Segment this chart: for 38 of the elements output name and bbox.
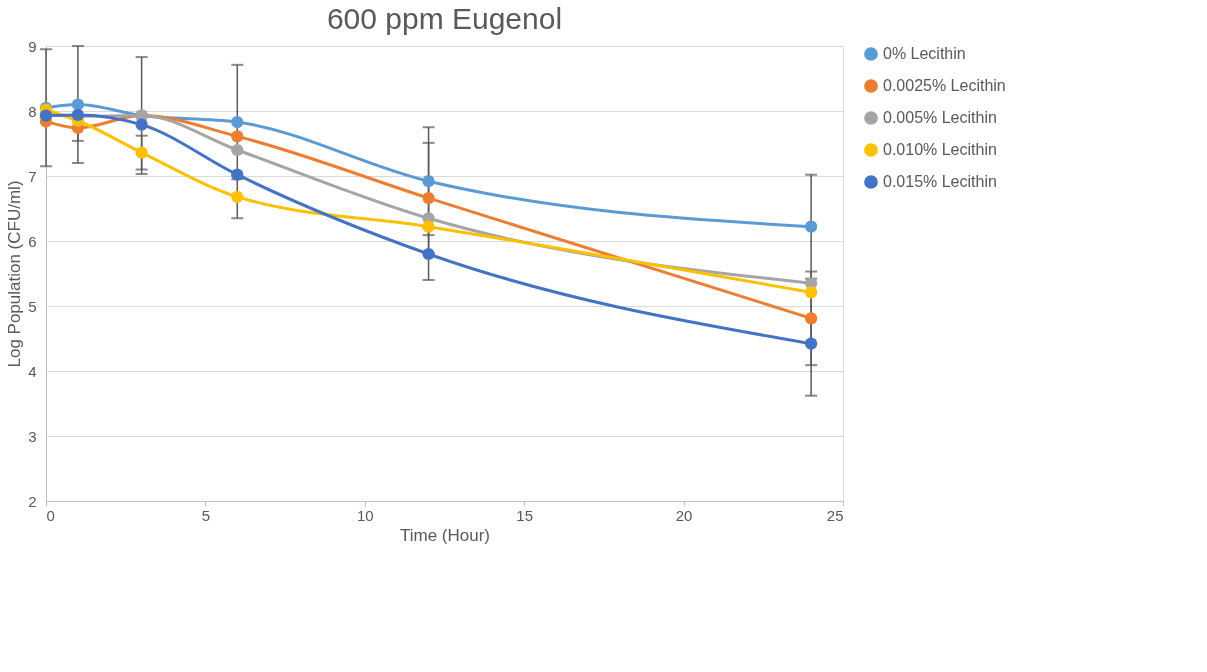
x-tick-label: 25 (826, 506, 844, 524)
point (231, 115, 244, 129)
point (805, 312, 818, 325)
y-tick-label: 6 (28, 232, 37, 250)
point (135, 146, 148, 159)
point (71, 98, 84, 111)
y-tick-label: 4 (28, 362, 37, 380)
point (805, 220, 818, 233)
legend-label: 0.005% Lecithin (883, 109, 997, 126)
y-tick-label: 2 (28, 492, 37, 510)
point (805, 286, 818, 299)
legend-label: 0.0025% Lecithin (883, 77, 1006, 94)
y-tick-label: 8 (28, 102, 37, 120)
point (231, 168, 244, 181)
chart-title: 600 ppm Eugenol (326, 2, 563, 35)
point (422, 220, 435, 233)
point (422, 175, 435, 188)
legend-label: 0.010% Lecithin (883, 141, 997, 158)
x-tick-label: 15 (516, 506, 534, 524)
point (231, 130, 244, 143)
point (135, 118, 148, 131)
y-axis-title: Log Population (CFU/ml) (5, 180, 25, 368)
y-tick-label: 5 (28, 297, 37, 315)
y-tick-label: 9 (28, 37, 37, 55)
point (231, 190, 244, 203)
x-tick-label: 0 (46, 506, 55, 524)
x-tick-label: 5 (201, 506, 211, 524)
legend-label: 0% Lecithin (883, 45, 966, 62)
y-tick-label: 7 (28, 167, 37, 185)
x-axis-title: Time (Hour) (399, 525, 491, 545)
legend-label: 0.015% Lecithin (883, 173, 997, 190)
point (231, 143, 244, 157)
point (422, 191, 435, 205)
point (805, 337, 818, 350)
x-tick-label: 20 (675, 506, 693, 524)
y-tick-label: 3 (28, 427, 37, 445)
x-tick-label: 10 (356, 506, 374, 524)
point (422, 247, 435, 261)
